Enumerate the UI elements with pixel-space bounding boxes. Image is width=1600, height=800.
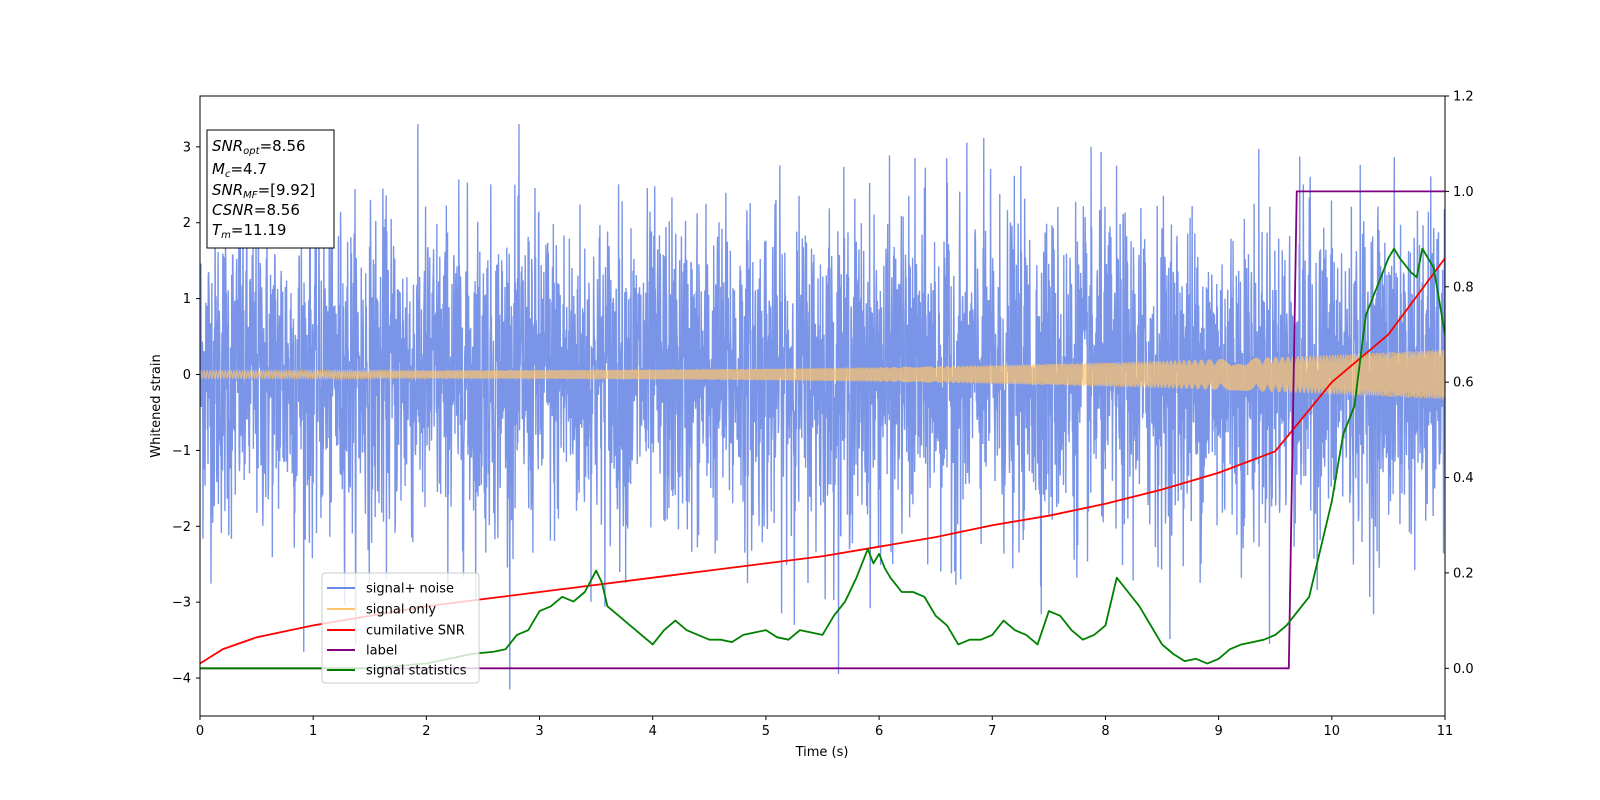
stats-line: CSNR=8.56 (212, 201, 300, 219)
legend: signal+ noise signal only cumilative SNR la… (321, 572, 480, 684)
y-tick-label-left: 1 (183, 292, 191, 307)
y-tick-label-right: 0.8 (1453, 280, 1474, 295)
x-axis: 0 1 2 3 4 5 6 7 8 9 10 11 (196, 716, 1453, 739)
y-tick-label-right: 0.6 (1453, 376, 1474, 391)
legend-item-signal-statistics: signal statistics (327, 664, 467, 679)
x-tick-label: 2 (422, 724, 430, 739)
y-tick-label-right: 0.2 (1453, 566, 1474, 581)
x-tick-label: 9 (1214, 724, 1222, 739)
stats-line: Mc=4.7 (212, 160, 267, 180)
legend-frame (321, 572, 480, 684)
legend-item-signal-only: signal only (327, 603, 436, 618)
x-tick-label: 8 (1101, 724, 1109, 739)
x-tick-label: 1 (309, 724, 317, 739)
stats-line: SNRMF=[9.92] (212, 181, 315, 201)
x-axis-label: Time (s) (795, 745, 849, 760)
legend-label: cumilative SNR (366, 624, 465, 639)
legend-label: label (366, 644, 397, 659)
y-tick-label-left: −4 (172, 672, 191, 687)
y-tick-label-left: −2 (172, 520, 191, 535)
y-axis-label: Whitened strain (149, 354, 164, 457)
y-tick-label-right: 1.0 (1453, 185, 1474, 200)
y-tick-label-right: 0.4 (1453, 471, 1474, 486)
legend-label: signal only (366, 603, 436, 618)
x-tick-label: 6 (875, 724, 883, 739)
legend-label: signal+ noise (366, 582, 454, 597)
x-tick-label: 7 (988, 724, 996, 739)
y-tick-label-left: −1 (172, 444, 191, 459)
stats-line: SNRopt=8.56 (212, 137, 306, 157)
y-tick-label-right: 0.0 (1453, 662, 1474, 677)
series-signal-only-line (200, 349, 1445, 400)
x-tick-label: 5 (762, 724, 770, 739)
y-tick-label-left: 2 (183, 216, 191, 231)
axes-frame (199, 95, 1446, 717)
y-tick-label-left: −3 (172, 596, 191, 611)
x-tick-label: 3 (535, 724, 543, 739)
series-signal-statistics-line (200, 247, 1445, 670)
legend-item-signal-noise: signal+ noise (327, 582, 454, 597)
stats-box-border (206, 129, 335, 249)
y-tick-label-left: 0 (183, 368, 191, 383)
x-tick-label: 4 (649, 724, 657, 739)
stats-line: Tm=11.19 (212, 221, 286, 241)
x-tick-label: 10 (1324, 724, 1341, 739)
x-tick-label: 11 (1437, 724, 1454, 739)
series-label-line (200, 190, 1445, 670)
y-tick-label-left: 3 (183, 140, 191, 155)
legend-item-cumulative-snr: cumilative SNR (327, 624, 465, 639)
y-axis-left: −4 −3 −2 −1 0 1 2 3 (172, 140, 200, 687)
y-tick-label-right: 1.2 (1453, 90, 1474, 105)
y-axis-right: 0.0 0.2 0.4 0.6 0.8 1.0 1.2 (1445, 90, 1474, 677)
legend-item-label: label (327, 644, 397, 659)
legend-label: signal statistics (366, 664, 467, 679)
x-tick-label: 0 (196, 724, 204, 739)
